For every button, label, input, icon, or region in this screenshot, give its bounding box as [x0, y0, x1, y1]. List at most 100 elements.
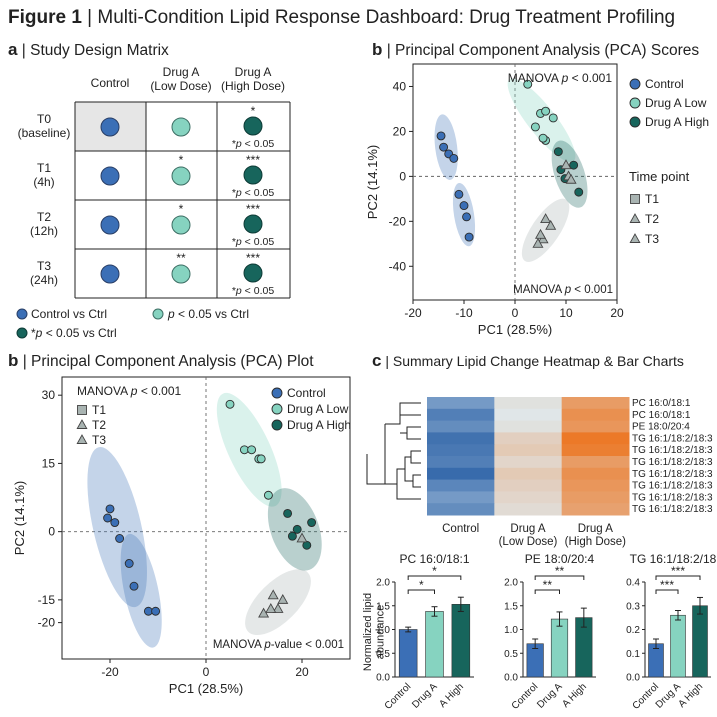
scatter-triangle-t1	[560, 159, 572, 170]
matrix-low-dose-significance: **	[176, 251, 186, 265]
y-tick-label: 0	[399, 169, 406, 183]
scatter-point-drug-a-low	[548, 113, 558, 123]
matrix-high-dose-significance: ***	[246, 153, 260, 167]
legend-time-marker-triangle	[629, 213, 641, 223]
heatmap-row-label: PC 16:0/18:1	[632, 410, 691, 421]
scatter-point-control	[449, 153, 459, 163]
panel-b-top-label: b	[372, 40, 383, 59]
y-tick-label: -20	[38, 616, 56, 630]
heatmap-cell	[427, 408, 495, 422]
bar-y-tick-label: 0.2	[626, 625, 640, 636]
legend-group-marker	[629, 116, 641, 128]
legend-group-marker	[271, 419, 283, 431]
y-tick-label: -20	[389, 214, 407, 228]
bar-category-label: A High	[677, 681, 706, 710]
manova-annotation-bottom: MANOVA p-value < 0.001	[213, 639, 344, 651]
y-tick-label: 15	[42, 456, 56, 470]
y-tick-label: -15	[38, 593, 56, 607]
panel-a-label: a	[8, 40, 18, 59]
pca-plot-chart: -20 0 20 30 15 0 -15 -20 PC1 (28.5%) PC2 (14.1%) M…	[12, 376, 351, 696]
matrix-low-dose-marker	[171, 215, 191, 235]
heatmap-cell	[427, 397, 495, 410]
scatter-point-control	[115, 534, 125, 543]
bar	[692, 605, 708, 678]
matrix-high-dose-marker	[243, 263, 263, 283]
bar-category-label: A High	[437, 681, 466, 710]
bar-chart-title: TG 16:1/18:2/18:3	[630, 552, 717, 566]
heatmap-cell	[427, 503, 495, 516]
legend-group-marker	[271, 403, 283, 415]
bar-y-tick-label: 1.5	[376, 601, 390, 612]
legend-time-title: Time point	[629, 169, 690, 184]
manova-annotation-bottom: MANOVA p < 0.001	[513, 284, 613, 296]
bar	[425, 611, 444, 678]
matrix-control-marker	[100, 264, 120, 284]
matrix-low-dose-significance: *	[179, 153, 184, 167]
scatter-point-control	[124, 559, 134, 568]
scatter-triangle-t2	[540, 213, 552, 224]
bar-category-label: Control	[383, 681, 414, 712]
figure-label: Figure 1	[8, 7, 82, 28]
scatter-point-drug-a-high	[569, 160, 579, 170]
scatter-point-control	[129, 581, 139, 591]
bar	[451, 604, 471, 678]
y-tick-label: 40	[393, 79, 407, 93]
panel-b-top-title: b | Principal Component Analysis (PCA) S…	[372, 40, 700, 59]
scatter-triangle-t2	[272, 603, 284, 613]
heatmap-cell	[561, 432, 630, 445]
significance-label: **	[555, 564, 565, 578]
matrix-row-label: T3 (24h)	[30, 259, 58, 287]
matrix-low-dose-marker	[171, 264, 191, 284]
heatmap-cell	[427, 456, 495, 469]
scatter-point-drug-a-low	[530, 122, 540, 132]
bar-y-tick-label: 0.3	[626, 601, 640, 612]
heatmap-cell	[427, 444, 495, 457]
legend-group-marker	[629, 78, 641, 90]
lipid-bar-charts: Normalized lipidabundance PC 16:0/18:1 0.0…	[362, 552, 717, 712]
figure-title: Figure 1 | Multi-Condition Lipid Respons…	[8, 7, 676, 28]
panel-c-title-text: Summary Lipid Change Heatmap & Bar Chart…	[392, 353, 684, 369]
legend-time-marker-triangle	[76, 419, 88, 429]
heatmap-cell	[427, 491, 495, 504]
scatter-point-drug-a-low	[538, 133, 548, 143]
scatter-point-drug-a-high	[553, 147, 563, 157]
heatmap-cell	[494, 397, 563, 410]
y-tick-label: -40	[389, 259, 407, 273]
heatmap-cell	[494, 491, 563, 504]
legend-group-marker	[271, 387, 283, 399]
legend-group-label: Drug A High	[287, 418, 351, 432]
significance-bracket	[655, 589, 679, 594]
x-tick-label: -10	[455, 306, 473, 320]
heatmap-cell	[561, 420, 630, 433]
scatter-triangle-t1	[296, 532, 308, 543]
legend-group-label: Control	[645, 77, 684, 91]
x-tick-label: 0	[512, 306, 519, 320]
heatmap-cell	[427, 432, 495, 445]
matrix-high-dose-marker	[243, 165, 263, 185]
matrix-low-dose-significance: *	[179, 202, 184, 216]
heatmap-cell	[427, 479, 495, 492]
significance-label: ***	[671, 564, 685, 578]
matrix-high-dose-significance: *	[251, 104, 256, 118]
panel-b-bottom-label: b	[8, 351, 19, 370]
ellipse-control-upper	[87, 447, 147, 608]
x-tick-label: 20	[295, 665, 309, 679]
heatmap-cell	[494, 408, 563, 422]
legend-time-label: T2	[645, 212, 659, 226]
x-tick-label: -20	[101, 665, 119, 679]
scatter-point-drug-a-low	[247, 445, 257, 455]
x-tick-label: -20	[404, 306, 422, 320]
scatter-point-drug-a-high	[287, 531, 297, 541]
bar-y-tick-label: 0.0	[626, 673, 640, 684]
scatter-point-drug-a-high	[292, 524, 302, 534]
x-axis-label: PC1 (28.5%)	[478, 322, 552, 337]
bar-category-label: Control	[631, 681, 662, 712]
bar-y-tick-label: 0.4	[626, 578, 640, 589]
bar	[670, 614, 686, 678]
scatter-point-drug-a-high	[574, 187, 584, 197]
scatter-point-control	[462, 212, 472, 222]
scatter-point-control	[459, 201, 469, 211]
legend-time-marker-triangle	[629, 233, 641, 243]
bar-y-tick-label: 0.0	[504, 673, 518, 684]
figure-title-text: Multi-Condition Lipid Response Dashboard…	[97, 7, 676, 28]
